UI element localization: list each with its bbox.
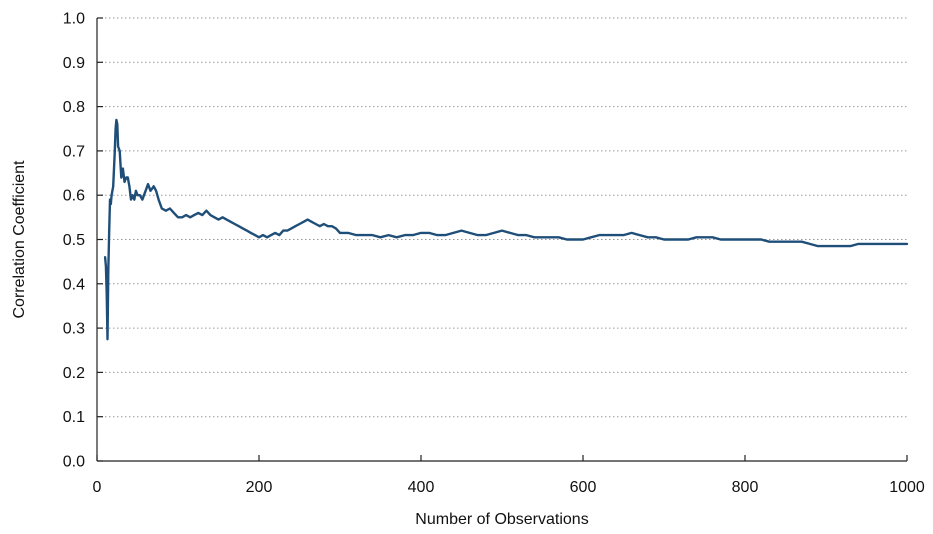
x-tick-label: 0 bbox=[93, 479, 102, 496]
y-tick-label: 0.0 bbox=[63, 454, 85, 471]
x-axis-title: Number of Observations bbox=[415, 511, 588, 528]
x-tick-label: 200 bbox=[246, 479, 273, 496]
y-tick-label: 0.6 bbox=[63, 188, 85, 205]
y-axis-title: Correlation Coefficient bbox=[11, 160, 28, 319]
y-tick-label: 1.0 bbox=[63, 11, 85, 28]
x-tick-label: 1000 bbox=[889, 479, 925, 496]
y-tick-label: 0.1 bbox=[63, 409, 85, 426]
y-tick-label: 0.2 bbox=[63, 365, 85, 382]
y-tick-label: 0.9 bbox=[63, 55, 85, 72]
x-axis-ticks: 0 200 400 600 800 1000 bbox=[93, 455, 925, 496]
y-tick-label: 0.3 bbox=[63, 321, 85, 338]
gridlines bbox=[97, 17, 907, 418]
y-tick-label: 0.5 bbox=[63, 232, 85, 249]
y-tick-label: 0.4 bbox=[63, 276, 85, 293]
x-tick-label: 600 bbox=[570, 479, 597, 496]
series-group bbox=[103, 118, 909, 341]
series-line bbox=[103, 118, 909, 341]
y-tick-label: 0.8 bbox=[63, 99, 85, 116]
x-tick-label: 400 bbox=[408, 479, 435, 496]
y-tick-label: 0.7 bbox=[63, 143, 85, 160]
y-axis-ticks: 0.0 0.1 0.2 0.3 0.4 0.5 0.6 0.7 0.8 0.9 1.0 bbox=[63, 11, 103, 471]
x-tick-label: 800 bbox=[732, 479, 759, 496]
